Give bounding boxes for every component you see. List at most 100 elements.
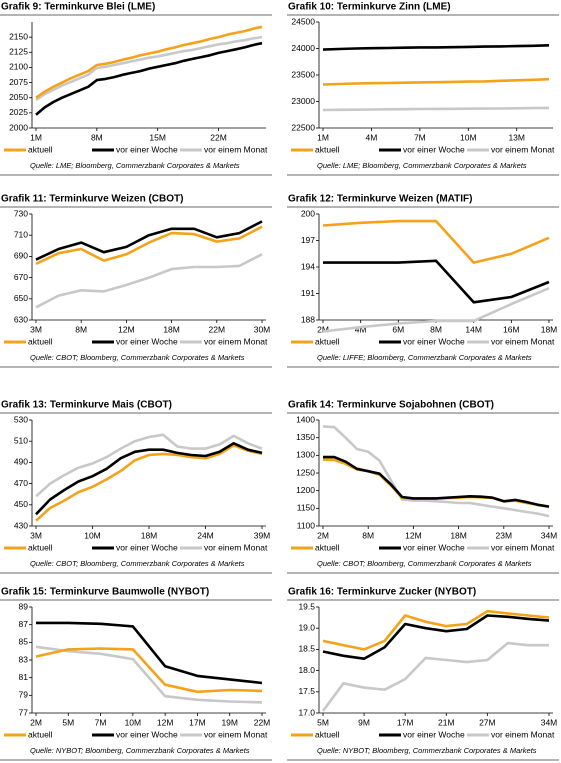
- legend-label: vor einer Woche: [116, 336, 178, 346]
- x-tick-label: 19M: [221, 717, 238, 727]
- x-tick-label: 17M: [397, 717, 414, 727]
- series-line: [36, 621, 263, 685]
- series-line: [35, 645, 263, 704]
- x-tick-label: 6M: [392, 324, 404, 334]
- x-tick-label: 18M: [450, 530, 467, 540]
- legend-label: aktuell: [315, 336, 340, 346]
- legend-label: aktuell: [28, 144, 53, 154]
- legend-label: vor einem Monat: [204, 144, 268, 154]
- y-tick-label: 87: [19, 619, 29, 629]
- source-note: Quelle: NYBOT; Bloomberg, Commerzbank Co…: [30, 746, 250, 755]
- y-tick-label: 194: [301, 261, 315, 271]
- series-line: [322, 425, 550, 518]
- y-tick-label: 1150: [297, 503, 316, 513]
- series-line: [323, 259, 550, 304]
- y-tick-label: 83: [19, 654, 29, 664]
- series-line: [322, 609, 550, 651]
- x-tick-label: 1M: [317, 132, 329, 142]
- y-tick-label: 24000: [291, 43, 315, 53]
- y-tick-label: 2125: [9, 47, 28, 57]
- series-line: [321, 641, 549, 712]
- legend-label: vor einem Monat: [491, 729, 555, 739]
- series-line: [35, 433, 263, 498]
- series-line: [35, 225, 263, 265]
- y-tick-label: 1250: [296, 467, 315, 477]
- y-tick-label: 490: [14, 457, 28, 467]
- x-tick-label: 12M: [405, 530, 422, 540]
- y-tick-label: 23000: [291, 96, 315, 106]
- y-tick-label: 17.0: [298, 707, 315, 717]
- x-tick-label: 18M: [141, 530, 158, 540]
- x-tick-label: 30M: [254, 324, 271, 334]
- x-tick-label: 39M: [254, 530, 271, 540]
- x-tick-label: 15M: [149, 132, 166, 142]
- chart-title: Grafik 11: Terminkurve Weizen (CBOT): [1, 194, 183, 205]
- source-note: Quelle: CBOT; Bloomberg, Commerzbank Cor…: [317, 559, 532, 568]
- x-tick-label: 23M: [496, 530, 513, 540]
- x-tick-label: 7M: [95, 717, 107, 727]
- y-tick-label: 197: [301, 235, 315, 245]
- y-tick-label: 191: [301, 288, 315, 298]
- x-tick-label: 34M: [541, 530, 558, 540]
- legend-label: vor einer Woche: [116, 729, 178, 739]
- y-tick-label: 18.5: [298, 644, 315, 654]
- legend-label: aktuell: [28, 729, 53, 739]
- x-tick-label: 5M: [62, 717, 74, 727]
- legend-label: vor einer Woche: [403, 336, 465, 346]
- legend-label: vor einem Monat: [491, 542, 555, 552]
- x-tick-label: 2M: [317, 324, 329, 334]
- legend-label: aktuell: [315, 144, 340, 154]
- x-tick-label: 10M: [460, 132, 477, 142]
- y-tick-label: 450: [14, 499, 28, 509]
- y-tick-label: 19.0: [298, 622, 315, 632]
- x-tick-label: 3M: [30, 324, 42, 334]
- legend-label: aktuell: [28, 542, 53, 552]
- x-tick-label: 18M: [163, 324, 180, 334]
- series-line: [323, 455, 550, 508]
- y-tick-label: 77: [19, 707, 29, 717]
- x-tick-label: 8M: [91, 132, 103, 142]
- y-tick-label: 2025: [9, 107, 28, 117]
- x-tick-label: 27M: [479, 717, 496, 727]
- source-note: Quelle: LME; Bloomberg, Commerzbank Corp…: [30, 161, 240, 170]
- x-tick-label: 16M: [503, 324, 520, 334]
- x-tick-label: 8M: [362, 530, 374, 540]
- y-tick-label: 19.5: [298, 601, 315, 611]
- series-line: [322, 287, 550, 333]
- source-note: Quelle: LME; Bloomberg, Commerzbank Corp…: [317, 161, 527, 170]
- y-tick-label: 89: [19, 601, 29, 611]
- y-tick-label: 670: [14, 272, 28, 282]
- x-tick-label: 9M: [358, 717, 370, 727]
- y-tick-label: 18.0: [298, 665, 315, 675]
- series-line: [35, 253, 263, 309]
- x-tick-label: 22M: [254, 717, 271, 727]
- legend-label: aktuell: [28, 336, 53, 346]
- legend-label: vor einem Monat: [204, 542, 268, 552]
- chart-title: Grafik 15: Terminkurve Baumwolle (NYBOT): [1, 587, 209, 598]
- legend-label: vor einem Monat: [491, 144, 555, 154]
- y-tick-label: 2050: [9, 92, 28, 102]
- legend-label: vor einem Monat: [491, 336, 555, 346]
- y-tick-label: 24500: [291, 16, 315, 26]
- chart-title: Grafik 12: Terminkurve Weizen (MATIF): [288, 194, 472, 205]
- series-line: [322, 106, 550, 112]
- y-tick-label: 2100: [9, 62, 28, 72]
- y-tick-label: 2075: [9, 77, 28, 87]
- y-tick-label: 710: [14, 229, 28, 239]
- chart-title: Grafik 13: Terminkurve Mais (CBOT): [1, 400, 172, 411]
- x-tick-label: 1M: [30, 132, 42, 142]
- x-tick-label: 22M: [210, 132, 227, 142]
- y-tick-label: 2000: [9, 122, 28, 132]
- x-tick-label: 12M: [118, 324, 135, 334]
- y-tick-label: 730: [14, 208, 28, 218]
- series-line: [35, 25, 263, 99]
- x-tick-label: 13M: [508, 132, 525, 142]
- y-tick-label: 430: [14, 520, 28, 530]
- x-tick-label: 8M: [75, 324, 87, 334]
- x-tick-label: 14M: [465, 324, 482, 334]
- y-tick-label: 22500: [291, 122, 315, 132]
- legend-label: vor einer Woche: [403, 144, 465, 154]
- legend-label: vor einer Woche: [116, 542, 178, 552]
- series-line: [35, 220, 263, 261]
